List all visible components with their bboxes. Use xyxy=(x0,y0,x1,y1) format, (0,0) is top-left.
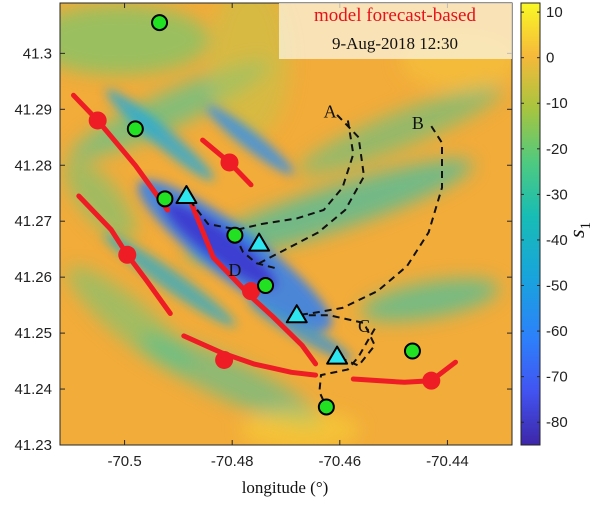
y-tick-label: 41.25 xyxy=(14,325,52,342)
x-tick-label: -70.48 xyxy=(211,453,254,470)
trajectory-A-2 xyxy=(185,120,355,231)
ridge-marker-1 xyxy=(88,111,107,130)
colorbar-tick-label: -40 xyxy=(546,232,568,249)
y-tick-label: 41.29 xyxy=(14,101,52,118)
colorbar-tick-label: -60 xyxy=(546,323,568,340)
trajectory-C-4 xyxy=(296,314,376,367)
ridge-marker-4 xyxy=(242,282,261,301)
colorbar xyxy=(520,2,541,446)
colorbar-tick-label: -10 xyxy=(546,95,568,112)
drifter-green-2 xyxy=(126,120,144,138)
drifter-green-7 xyxy=(317,398,335,416)
drifter-green-3 xyxy=(156,190,174,208)
trajectory-label-A: A xyxy=(324,102,337,122)
colorbar-tick-label: -70 xyxy=(546,369,568,386)
y-tick-label: 41.3 xyxy=(23,45,52,62)
drifter-cyan-3 xyxy=(285,304,308,324)
colorbar-tick-label: -20 xyxy=(546,141,568,158)
x-axis-label: longitude (°) xyxy=(242,478,329,497)
x-tick-label: -70.46 xyxy=(319,453,362,470)
drifter-cyan-2 xyxy=(248,232,271,252)
chart-subtitle: 9-Aug-2018 12:30 xyxy=(332,34,458,53)
drifter-cyan-4 xyxy=(326,345,349,365)
ridge-marker-3 xyxy=(220,153,239,172)
title-box xyxy=(279,3,512,59)
y-tick-label: 41.24 xyxy=(14,381,52,398)
colorbar-tick-label: 10 xyxy=(546,4,563,21)
colorbar-tick-label: 0 xyxy=(546,50,554,67)
y-tick-label: 41.23 xyxy=(14,437,52,454)
drifter-green-6 xyxy=(403,342,421,360)
drifter-green-1 xyxy=(151,14,169,32)
ridge-marker-5 xyxy=(215,350,234,369)
ridge-line-6 xyxy=(350,359,458,385)
trajectory-C-5 xyxy=(318,328,376,408)
colorbar-tick-label: -30 xyxy=(546,186,568,203)
trajectory-label-C: C xyxy=(358,316,370,336)
trajectory-label-D: D xyxy=(228,260,241,280)
trajectory-A-1 xyxy=(258,114,366,265)
y-tick-label: 41.27 xyxy=(14,213,52,230)
ridge-line-1 xyxy=(71,92,171,213)
trajectory-D-6 xyxy=(233,234,279,270)
colorbar-label: s1 xyxy=(564,222,594,238)
y-tick-label: 41.26 xyxy=(14,269,52,286)
colorbar-tick-label: -80 xyxy=(546,414,568,431)
ridge-marker-6 xyxy=(422,371,441,390)
x-tick-label: -70.5 xyxy=(107,453,141,470)
colorbar-tick-label: -50 xyxy=(546,278,568,295)
drifter-cyan-1 xyxy=(175,185,198,205)
ridge-line-3 xyxy=(181,333,319,378)
ridge-marker-2 xyxy=(118,245,137,264)
trajectory-label-B: B xyxy=(412,113,424,133)
x-tick-label: -70.44 xyxy=(426,453,469,470)
drifter-green-4 xyxy=(226,226,244,244)
drifter-green-5 xyxy=(257,277,275,295)
chart-title: model forecast-based xyxy=(314,5,476,26)
y-tick-label: 41.28 xyxy=(14,157,52,174)
